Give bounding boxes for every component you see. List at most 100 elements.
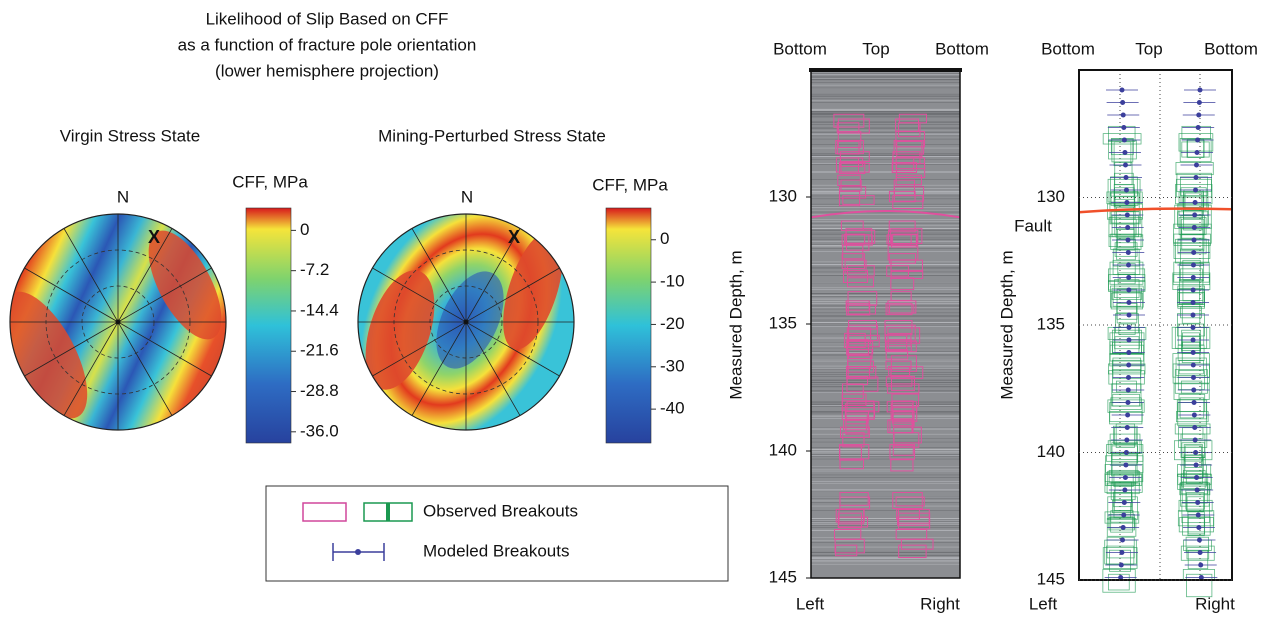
colorbar-tick-label: -21.6 (300, 341, 339, 360)
modeled-breakout (1192, 212, 1198, 218)
observed-breakout (1118, 323, 1136, 335)
bottom-label: Right (1195, 594, 1235, 613)
y-tick-label: 130 (769, 186, 797, 205)
observed-breakout (1114, 187, 1135, 200)
breakout (890, 403, 914, 420)
observed-breakout (1179, 397, 1205, 419)
modeled-breakout (1194, 475, 1200, 480)
modeled-breakout (1126, 287, 1132, 293)
observed-breakout (1105, 455, 1144, 473)
modeled-breakout (1191, 400, 1197, 405)
observed-breakout (1113, 473, 1134, 487)
fault-line (1078, 207, 1233, 214)
breakout (839, 459, 864, 470)
observed-breakout (1104, 511, 1140, 524)
breakout (839, 151, 870, 162)
breakout (837, 512, 862, 529)
stereonet-outline (357, 213, 575, 431)
observed-breakout (1107, 326, 1147, 340)
y-tick-label: 140 (769, 440, 797, 459)
observed-breakout (1180, 545, 1215, 561)
observed-breakout (1108, 469, 1139, 483)
top-label: Top (1135, 39, 1162, 58)
top-label: Bottom (935, 39, 989, 58)
modeled-breakout (1192, 200, 1198, 205)
observed-breakout (1185, 536, 1209, 553)
observed-breakout (1175, 357, 1207, 376)
breakout (841, 407, 875, 420)
modeled-breakout (1193, 462, 1199, 468)
legend-label: Modeled Breakouts (423, 541, 569, 560)
center (115, 319, 121, 325)
breakout (848, 320, 877, 330)
observed-breakout (1175, 178, 1212, 198)
y-tick-label: 145 (769, 567, 797, 586)
breakout (839, 426, 870, 438)
title-line: Likelihood of Slip Based on CFF (206, 9, 449, 28)
modeled-breakout (1195, 137, 1201, 143)
observed-breakout (1112, 499, 1133, 514)
observed-breakout (1107, 470, 1141, 486)
modeled-breakout (1194, 150, 1200, 155)
observed-breakout (1109, 261, 1144, 285)
observed-breakout (1183, 469, 1206, 489)
modeled-breakout (1195, 125, 1201, 130)
observed-breakout (1102, 133, 1142, 145)
breakout (885, 360, 912, 370)
breakout (885, 349, 909, 360)
legend-symbol (302, 502, 347, 522)
top-label: Bottom (1204, 39, 1258, 58)
breakout (837, 131, 862, 148)
observed-breakout (1110, 233, 1142, 250)
breakout (841, 253, 865, 269)
observed-breakout (1177, 510, 1215, 527)
bottom-label: Left (796, 594, 825, 613)
legend-label: Observed Breakouts (423, 501, 578, 520)
observed-breakout (1182, 427, 1204, 440)
breakout (848, 324, 878, 342)
observed-breakout (1180, 380, 1203, 394)
legend: Observed Breakouts Modeled Breakouts (265, 485, 729, 582)
breakout (896, 140, 923, 158)
modeled-breakout (1196, 100, 1202, 105)
breakout (891, 375, 915, 391)
breakout (891, 400, 914, 412)
colorbar-tick-label: -7.2 (300, 260, 329, 279)
modeled-breakout (1125, 237, 1131, 243)
stereonet-grids (9, 213, 575, 431)
breakout (889, 419, 914, 434)
breakout (900, 538, 934, 550)
modeled-breakout (1126, 300, 1132, 305)
observed-breakout (1116, 206, 1135, 230)
breakout (842, 432, 865, 448)
breakout (834, 538, 865, 554)
modeled-breakout (1194, 487, 1200, 493)
modeled-breakout (1121, 125, 1127, 130)
modeled-breakout (1198, 562, 1204, 568)
north-label: N (117, 187, 129, 206)
observed-breakout (1111, 138, 1134, 163)
y-tick-label: 135 (1037, 314, 1065, 333)
legend-symbol (355, 549, 361, 555)
modeled-breakout (1191, 225, 1197, 230)
modeled-breakout (1190, 275, 1196, 280)
modeled-breakout (1123, 462, 1129, 468)
modeled-breakout (1121, 500, 1127, 505)
modeled-breakout (1190, 312, 1196, 318)
modeled-breakout (1190, 262, 1196, 268)
modeled-breakout (1122, 487, 1128, 493)
y-tick-label: 135 (769, 313, 797, 332)
modeled-breakout (1126, 325, 1132, 330)
breakout (839, 496, 871, 510)
breakout (845, 300, 870, 311)
observed-breakout (1112, 292, 1142, 307)
breakout (846, 302, 871, 316)
observed-breakout (1177, 285, 1205, 309)
observed-breakout (1177, 203, 1209, 226)
modeled-breakout (1119, 87, 1125, 93)
observed-breakout (1180, 306, 1202, 319)
colorbar-tick-label: -40 (660, 399, 685, 418)
breakout (890, 459, 914, 472)
modeled-breakout (1120, 112, 1126, 118)
observed-breakout (1173, 233, 1211, 246)
